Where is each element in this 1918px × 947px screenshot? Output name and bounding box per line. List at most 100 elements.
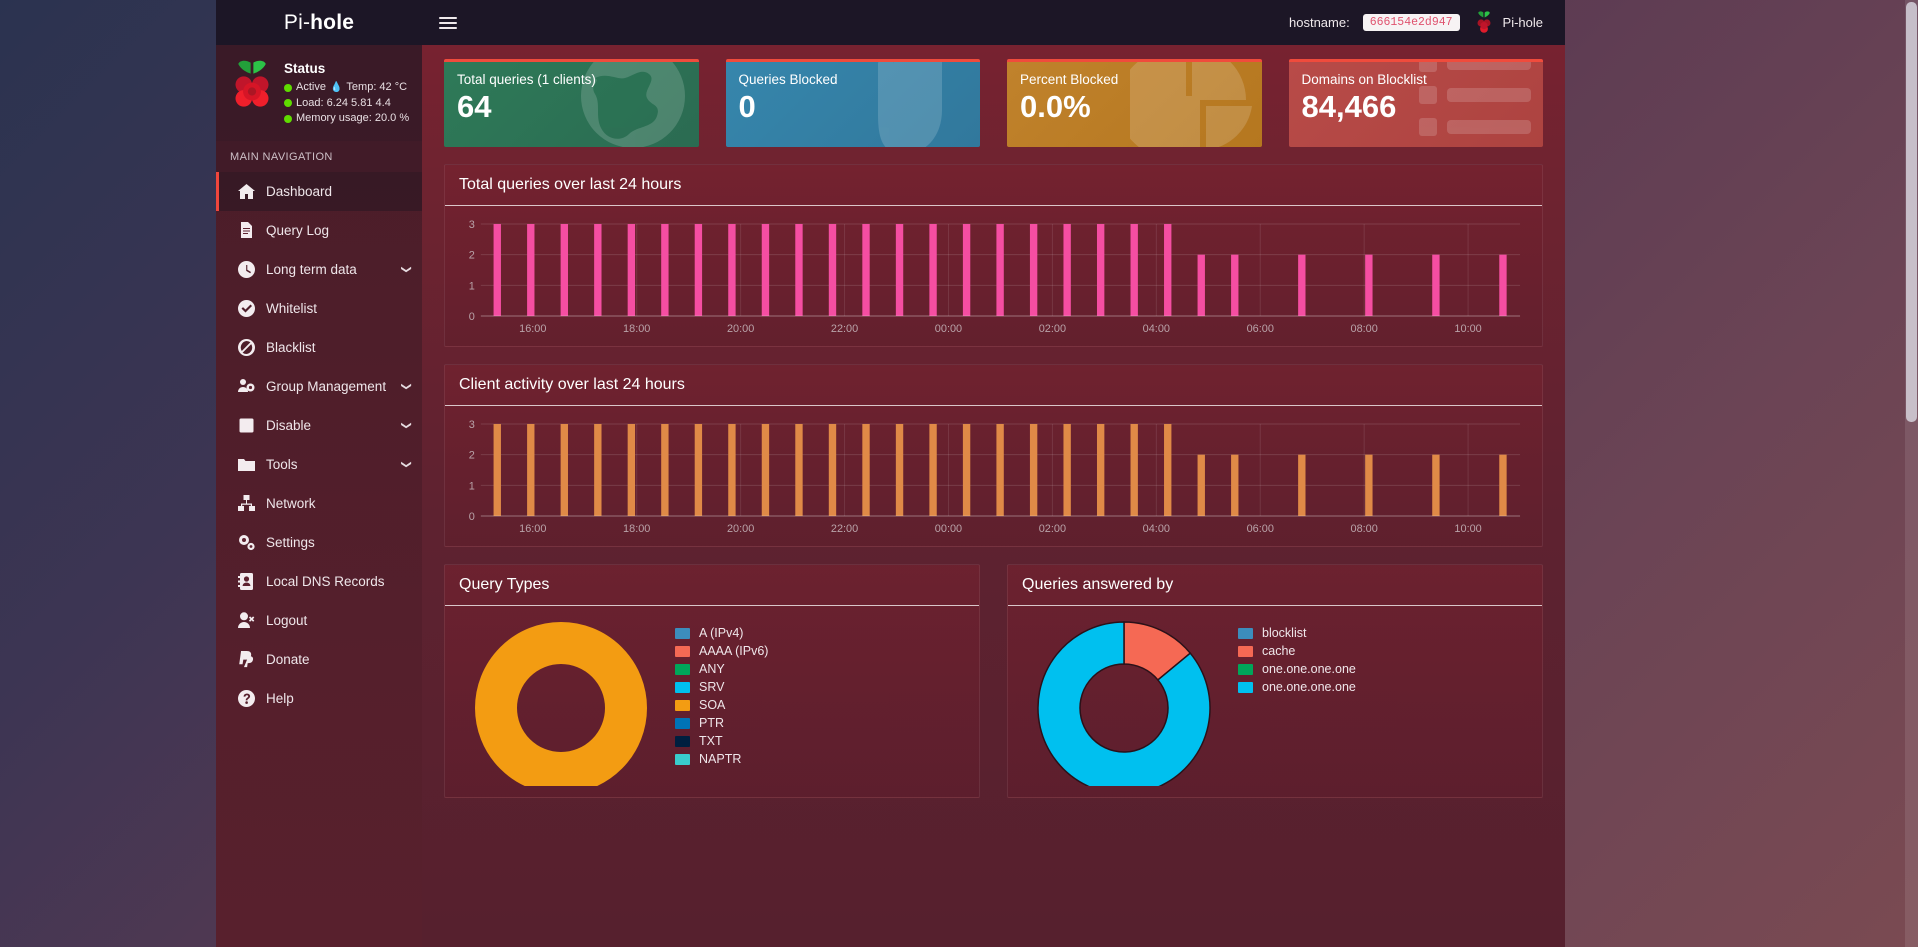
- legend-swatch: [1238, 627, 1253, 639]
- legend-label: A (IPv4): [699, 626, 744, 640]
- sidebar-item-query-log[interactable]: Query Log: [216, 211, 422, 250]
- svg-text:04:00: 04:00: [1143, 323, 1170, 335]
- user-menu[interactable]: Pi-hole: [1473, 10, 1543, 36]
- stat-card-domains-on-blocklist[interactable]: Domains on Blocklist 84,466: [1288, 59, 1543, 147]
- sidebar-item-label: Tools: [266, 456, 298, 472]
- donut-query-types-svg: [475, 622, 647, 794]
- svg-text:00:00: 00:00: [935, 523, 962, 535]
- hand-icon: [844, 62, 976, 147]
- sidebar-item-group-management[interactable]: Group Management ❯: [216, 367, 422, 406]
- status-temp-label: Temp: 42 °C: [346, 81, 408, 93]
- svg-text:08:00: 08:00: [1351, 323, 1378, 335]
- sidebar-item-whitelist[interactable]: Whitelist: [216, 289, 422, 328]
- svg-text:04:00: 04:00: [1143, 523, 1170, 535]
- brand-prefix: Pi-: [283, 10, 311, 34]
- legend-label: one.one.one.one: [1262, 680, 1356, 694]
- legend-swatch: [675, 627, 690, 639]
- legend-label: cache: [1262, 644, 1296, 658]
- svg-text:16:00: 16:00: [519, 523, 546, 535]
- sidebar-item-label: Help: [266, 690, 294, 706]
- legend-item[interactable]: cache: [1238, 642, 1356, 660]
- legend-item[interactable]: NAPTR: [675, 750, 768, 768]
- sitemap-icon: [238, 494, 255, 512]
- sidebar-item-disable[interactable]: Disable ❯: [216, 406, 422, 445]
- svg-text:16:00: 16:00: [519, 323, 546, 335]
- sidebar-item-network[interactable]: Network: [216, 484, 422, 523]
- sidebar-item-local-dns-records[interactable]: Local DNS Records: [216, 562, 422, 601]
- status-memory-line: Memory usage: 20.0 %: [284, 111, 409, 127]
- legend-item[interactable]: SOA: [675, 696, 768, 714]
- legend-item[interactable]: SRV: [675, 678, 768, 696]
- legend-item[interactable]: TXT: [675, 732, 768, 750]
- legend-item[interactable]: blocklist: [1238, 624, 1356, 642]
- svg-text:22:00: 22:00: [831, 523, 858, 535]
- sidebar-item-dashboard[interactable]: Dashboard: [216, 171, 422, 211]
- sidebar-item-label: Local DNS Records: [266, 573, 385, 589]
- status-dot-memory: [284, 114, 292, 123]
- sidebar-item-blacklist[interactable]: Blacklist: [216, 328, 422, 367]
- panel-queries-answered-by: Queries answered by blocklist cache one.on…: [1007, 564, 1543, 798]
- legend-item[interactable]: AAAA (IPv6): [675, 642, 768, 660]
- chart-client-activity[interactable]: 0 1 2 3 16:00 18:00 20:00 22:00 00:00 02:00 04:00 0…: [455, 418, 1528, 538]
- stat-card-label: Domains on Blocklist: [1301, 72, 1427, 87]
- legend-swatch: [675, 663, 690, 675]
- svg-text:18:00: 18:00: [623, 523, 650, 535]
- stat-cards-row: Total queries (1 clients) 64 Queries Block…: [444, 45, 1543, 147]
- legend-label: SRV: [699, 680, 725, 694]
- legend-label: blocklist: [1262, 626, 1307, 640]
- stat-card-queries-blocked[interactable]: Queries Blocked 0: [725, 59, 980, 147]
- square-icon: [238, 417, 255, 434]
- chart-total-queries[interactable]: 0 1 2 3 16:00 18:00 20:00 22:00 00:00 02:00 04:00 0…: [455, 218, 1528, 338]
- legend-item[interactable]: A (IPv4): [675, 624, 768, 642]
- svg-text:2: 2: [469, 250, 475, 262]
- svg-text:02:00: 02:00: [1039, 323, 1066, 335]
- status-load-line: Load: 6.24 5.81 4.4: [284, 96, 409, 112]
- sidebar-item-label: Logout: [266, 612, 308, 628]
- legend-label: AAAA (IPv6): [699, 644, 769, 658]
- address-icon: [238, 572, 255, 590]
- check-icon: [238, 299, 255, 317]
- sidebar-item-help[interactable]: Help: [216, 679, 422, 718]
- donut-query-types[interactable]: [457, 616, 665, 794]
- sidebar-item-settings[interactable]: Settings: [216, 523, 422, 562]
- hamburger-icon[interactable]: [439, 14, 457, 32]
- sidebar-item-tools[interactable]: Tools ❯: [216, 445, 422, 484]
- svg-text:06:00: 06:00: [1247, 523, 1274, 535]
- sidebar-item-label: Whitelist: [266, 300, 318, 316]
- donut-queries-answered-by[interactable]: [1020, 616, 1228, 795]
- panel-title-total-queries: Total queries over last 24 hours: [445, 165, 1542, 206]
- sidebar-item-logout[interactable]: Logout: [216, 601, 422, 640]
- svg-text:10:00: 10:00: [1454, 523, 1481, 535]
- svg-text:10:00: 10:00: [1454, 323, 1481, 335]
- gears-icon: [238, 534, 255, 551]
- page-scrollbar-thumb[interactable]: [1906, 2, 1917, 422]
- svg-text:3: 3: [469, 219, 475, 231]
- legend-label: TXT: [699, 734, 723, 748]
- stat-card-percent-blocked[interactable]: Percent Blocked 0.0%: [1007, 59, 1262, 147]
- donut-queries-answered-by-svg: [1037, 621, 1211, 795]
- pihole-admin-app: Pi-hole Status Active 💧 Temp:: [216, 0, 1565, 947]
- stat-card-value: 0.0%: [1020, 89, 1091, 124]
- legend-swatch: [675, 717, 690, 729]
- panel-title-queries-answered-by: Queries answered by: [1008, 565, 1542, 606]
- top-header: hostname: 666154e2d947 Pi-hole: [422, 0, 1565, 45]
- stat-card-total-queries-1-clients-[interactable]: Total queries (1 clients) 64: [444, 59, 699, 147]
- svg-text:2: 2: [469, 450, 475, 462]
- user-name-label: Pi-hole: [1502, 15, 1543, 30]
- brand-logo[interactable]: Pi-hole: [216, 0, 422, 45]
- legend-item[interactable]: one.one.one.one: [1238, 660, 1356, 678]
- chevron-down-icon: ❯: [400, 420, 412, 430]
- legend-item[interactable]: ANY: [675, 660, 768, 678]
- raspberry-pi-avatar-icon: [1477, 10, 1491, 33]
- legend-swatch: [675, 645, 690, 657]
- legend-label: NAPTR: [699, 752, 742, 766]
- legend-item[interactable]: one.one.one.one: [1238, 678, 1356, 696]
- legend-item[interactable]: PTR: [675, 714, 768, 732]
- svg-text:0: 0: [469, 311, 475, 323]
- sidebar-item-donate[interactable]: Donate: [216, 640, 422, 679]
- clock-icon: [238, 260, 255, 278]
- list-icon: [1417, 62, 1539, 147]
- page-scrollbar[interactable]: [1905, 0, 1918, 947]
- sidebar-item-long-term-data[interactable]: Long term data ❯: [216, 250, 422, 289]
- legend-label: ANY: [699, 662, 725, 676]
